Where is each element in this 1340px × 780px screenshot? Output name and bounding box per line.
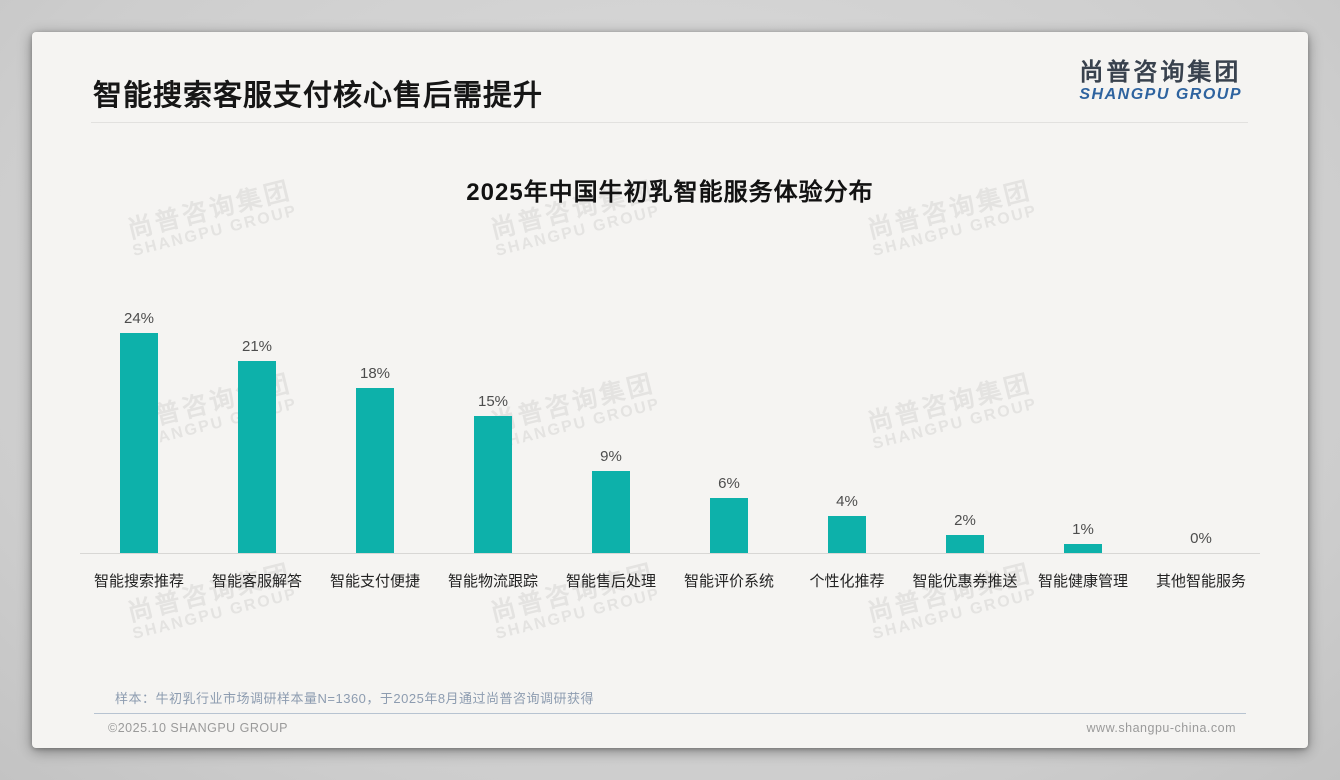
category-label: 智能健康管理 xyxy=(1037,573,1128,590)
slide-card: 智能搜索客服支付核心售后需提升 尚普咨询集团 SHANGPU GROUP 尚普咨… xyxy=(32,32,1308,748)
category-label: 智能物流跟踪 xyxy=(447,573,538,590)
watermark-english-text: SHANGPU GROUP xyxy=(130,202,300,260)
bar-slot: 24% xyxy=(80,310,198,553)
bar xyxy=(592,470,630,553)
category-label: 智能支付便捷 xyxy=(329,573,420,590)
bar xyxy=(710,498,748,553)
watermark-english-text: SHANGPU GROUP xyxy=(870,202,1040,260)
bar xyxy=(356,388,394,553)
bar-value-label: 6% xyxy=(718,475,740,492)
bar-value-label: 18% xyxy=(359,365,391,382)
x-axis-line xyxy=(80,553,1260,554)
chart-title: 2025年中国牛初乳智能服务体验分布 xyxy=(466,179,874,206)
website-url: www.shangpu-china.com xyxy=(1086,721,1236,735)
header-divider xyxy=(91,122,1248,123)
watermark-english-text: SHANGPU GROUP xyxy=(130,585,300,643)
bar xyxy=(828,516,866,553)
bar-slot: 9% xyxy=(552,447,670,553)
bar-value-label: 4% xyxy=(836,493,858,511)
bar-value-label: 2% xyxy=(954,511,976,529)
logo-english-text: SHANGPU GROUP xyxy=(1079,86,1242,103)
bar-slot: 2% xyxy=(906,512,1024,553)
bar-slot: 0% xyxy=(1142,530,1260,553)
bar-value-label: 1% xyxy=(1072,520,1094,538)
category-label: 智能售后处理 xyxy=(565,573,656,590)
category-label: 智能搜索推荐 xyxy=(93,573,184,590)
bar-slot: 1% xyxy=(1024,521,1142,553)
page-title: 智能搜索客服支付核心售后需提升 xyxy=(93,80,544,112)
bar-value-label: 24% xyxy=(123,310,155,327)
company-logo: 尚普咨询集团 SHANGPU GROUP xyxy=(1079,60,1242,104)
copyright-text: ©2025.10 SHANGPU GROUP xyxy=(108,721,288,735)
bar xyxy=(946,534,984,553)
sample-note: 样本：牛初乳行业市场调研样本量N=1360，于2025年8月通过尚普咨询调研获得 xyxy=(115,691,595,706)
bar xyxy=(238,360,276,553)
footer-divider xyxy=(94,713,1246,714)
bar-value-label: 21% xyxy=(241,337,273,355)
category-label: 智能评价系统 xyxy=(683,573,774,590)
bar-slot: 6% xyxy=(670,475,788,553)
bar-value-label: 15% xyxy=(477,392,509,410)
bar-value-label: 0% xyxy=(1190,530,1212,547)
category-label: 智能优惠券推送 xyxy=(912,573,1018,590)
bar-slot: 4% xyxy=(788,493,906,553)
watermark-english-text: SHANGPU GROUP xyxy=(493,585,663,643)
category-label: 其他智能服务 xyxy=(1155,573,1246,590)
logo-chinese-text: 尚普咨询集团 xyxy=(1079,59,1242,86)
watermark-english-text: SHANGPU GROUP xyxy=(870,585,1040,643)
bar-value-label: 9% xyxy=(600,447,622,465)
watermark-english-text: SHANGPU GROUP xyxy=(493,202,663,260)
bar-slot: 21% xyxy=(198,337,316,553)
category-label: 智能客服解答 xyxy=(211,573,302,590)
bar-slot: 18% xyxy=(316,365,434,553)
bar xyxy=(1064,543,1102,553)
bars-row: 24% 21% 18% 15% 9% 6% 4% 2% 1% 0% xyxy=(80,302,1260,553)
bar xyxy=(120,333,158,553)
category-axis: 智能搜索推荐 智能客服解答 智能支付便捷 智能物流跟踪 智能售后处理 智能评价系统 个性化推… xyxy=(80,554,1260,591)
bar-slot: 15% xyxy=(434,392,552,553)
bar xyxy=(474,415,512,553)
bar-chart: 24% 21% 18% 15% 9% 6% 4% 2% 1% 0% 智能搜索推荐 智能客服解答 智能支… xyxy=(80,302,1260,591)
category-label: 个性化推荐 xyxy=(809,573,885,590)
